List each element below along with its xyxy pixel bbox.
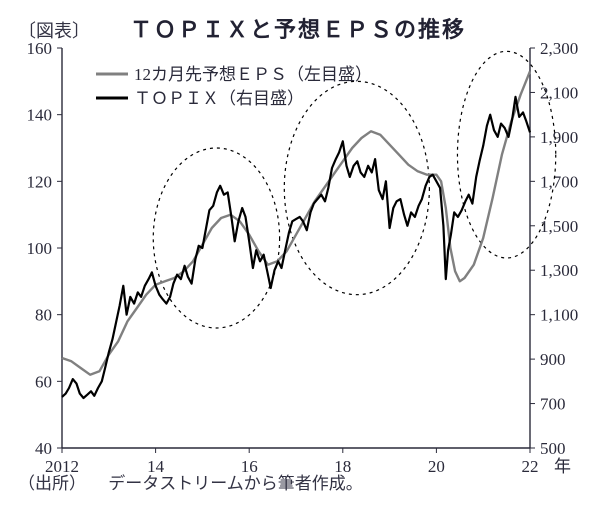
y-right-tick-label: 2,300 — [540, 39, 578, 58]
y-right-tick-label: 2,100 — [540, 83, 578, 102]
y-left-tick-label: 160 — [27, 39, 53, 58]
highlight-ellipse — [153, 148, 279, 328]
x-tick-label: 22 — [522, 457, 539, 476]
y-right-tick-label: 1,500 — [540, 217, 578, 236]
legend-label: ＴＯＰＩＸ（右目盛） — [134, 89, 304, 108]
source-text: データストリームから筆者作成。 — [108, 474, 363, 493]
y-right-tick-label: 500 — [540, 439, 566, 458]
y-left-tick-label: 120 — [27, 172, 53, 191]
y-right-tick-label: 1,300 — [540, 261, 578, 280]
source-label: （出所） — [18, 474, 86, 493]
y-right-tick-label: 1,100 — [540, 306, 578, 325]
y-left-tick-label: 60 — [35, 372, 52, 391]
y-left-tick-label: 140 — [27, 106, 53, 125]
series-eps — [62, 71, 530, 374]
y-right-tick-label: 1,900 — [540, 128, 578, 147]
x-axis-year-suffix: 年 — [554, 457, 571, 476]
chart-container: 〔図表〕 ＴＯＰＩＸと予想ＥＰＳの推移 40608010012014016050… — [0, 0, 600, 508]
y-right-tick-label: 700 — [540, 395, 566, 414]
x-tick-label: 20 — [428, 457, 445, 476]
y-left-tick-label: 100 — [27, 239, 53, 258]
legend-label: 12カ月先予想ＥＰＳ（左目盛） — [134, 65, 372, 84]
y-left-tick-label: 40 — [35, 439, 52, 458]
series-topix — [62, 97, 530, 398]
y-right-tick-label: 900 — [540, 350, 566, 369]
highlight-ellipse — [284, 81, 429, 294]
source-row: （出所） データストリームから筆者作成。 — [18, 469, 363, 494]
y-left-tick-label: 80 — [35, 306, 52, 325]
y-right-tick-label: 1,700 — [540, 172, 578, 191]
chart-svg: 40 60 80 100 120 140 160 500 700 900 1,100 1,300 1,5… — [0, 0, 600, 508]
